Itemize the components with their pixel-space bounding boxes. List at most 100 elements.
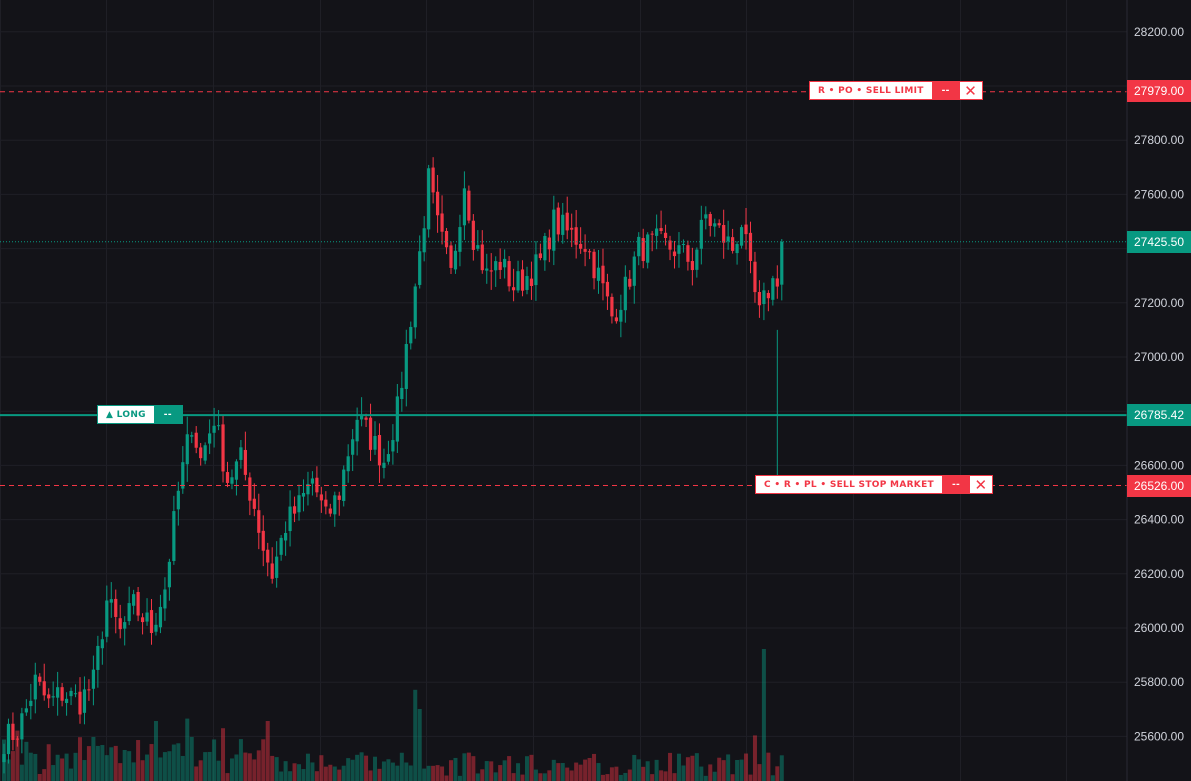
volume-bar bbox=[350, 759, 355, 781]
candle-body bbox=[503, 258, 507, 268]
candle-body bbox=[324, 499, 328, 507]
volume-bar bbox=[435, 765, 440, 781]
volume-bar bbox=[319, 755, 324, 781]
volume-bar bbox=[140, 760, 145, 781]
candle-body bbox=[391, 440, 395, 452]
volume-bar bbox=[100, 745, 105, 781]
volume-bar bbox=[453, 757, 458, 781]
volume-bar bbox=[328, 764, 333, 781]
candle-body bbox=[726, 236, 730, 242]
volume-bar bbox=[480, 769, 485, 781]
candle-body bbox=[105, 600, 109, 637]
sell-stop-order-label[interactable]: C • R • PL • SELL STOP MARKET -- ✕ bbox=[755, 475, 993, 494]
volume-bar bbox=[770, 775, 775, 781]
sell-stop-order-qty[interactable]: -- bbox=[941, 476, 970, 493]
volume-bar bbox=[238, 739, 243, 781]
volume-bar bbox=[109, 747, 114, 781]
volume-bar bbox=[247, 753, 252, 781]
price-axis-tick-label: 28200.00 bbox=[1134, 25, 1184, 39]
candle-body bbox=[498, 261, 502, 270]
volume-bar bbox=[614, 766, 619, 781]
volume-bar bbox=[82, 760, 87, 781]
candle-body bbox=[494, 261, 498, 271]
volume-bar bbox=[203, 752, 208, 781]
price-axis[interactable]: 28200.0028000.0027800.0027600.0027400.00… bbox=[1134, 25, 1184, 744]
volume-bar bbox=[283, 761, 288, 781]
volume-bar bbox=[663, 771, 668, 781]
candle-body bbox=[534, 254, 538, 286]
volume-bar bbox=[422, 768, 427, 781]
candle-body bbox=[29, 700, 33, 707]
volume-bar bbox=[618, 774, 623, 781]
volume-bar bbox=[538, 773, 543, 781]
candle-body bbox=[328, 508, 332, 514]
volume-bar bbox=[91, 736, 96, 781]
volume-bar bbox=[6, 759, 11, 781]
candle-body bbox=[766, 292, 770, 299]
volume-bar bbox=[641, 766, 646, 781]
candle-body bbox=[444, 231, 449, 248]
volume-bar bbox=[413, 689, 418, 781]
volume-bar bbox=[122, 749, 127, 781]
volume-bar bbox=[676, 753, 681, 781]
volume-bar bbox=[212, 739, 217, 781]
candle-body bbox=[476, 245, 480, 249]
volume-bar bbox=[426, 765, 431, 781]
candle-body bbox=[234, 461, 239, 480]
candle-body bbox=[172, 511, 176, 561]
close-icon[interactable]: ✕ bbox=[959, 82, 982, 100]
candle-body bbox=[208, 433, 212, 444]
volume-bar bbox=[46, 744, 51, 781]
volume-bar bbox=[408, 765, 413, 781]
sell-limit-order-label[interactable]: R • PO • SELL LIMIT -- ✕ bbox=[809, 81, 983, 100]
volume-bar bbox=[252, 759, 257, 781]
volume-bar bbox=[493, 772, 498, 781]
volume-bar bbox=[225, 773, 230, 781]
candle-body bbox=[154, 624, 158, 632]
volume-bar bbox=[565, 767, 570, 781]
candle-body bbox=[695, 249, 699, 270]
sell-limit-order-qty[interactable]: -- bbox=[931, 82, 960, 99]
candle-body bbox=[413, 286, 417, 328]
sell-stop-order-text: C • R • PL • SELL STOP MARKET bbox=[756, 476, 942, 493]
volume-bar bbox=[149, 744, 154, 781]
candle-body bbox=[574, 227, 578, 245]
candle-body bbox=[292, 506, 297, 514]
volume-bar bbox=[162, 752, 167, 781]
volume-bar bbox=[113, 745, 118, 781]
candle-body bbox=[87, 689, 91, 691]
volume-bar bbox=[659, 770, 664, 781]
candle-body bbox=[163, 589, 167, 609]
long-position-label[interactable]: ▲ LONG -- bbox=[97, 405, 183, 424]
volume-bar bbox=[234, 754, 239, 781]
volume-bar bbox=[466, 752, 471, 781]
candle-body bbox=[628, 278, 632, 287]
price-axis-tick-label: 25600.00 bbox=[1134, 729, 1184, 743]
volume-bar bbox=[301, 769, 306, 781]
volume-bar bbox=[511, 773, 516, 781]
volume-bar bbox=[717, 757, 722, 781]
volume-bar bbox=[752, 735, 757, 781]
candle-body bbox=[82, 689, 87, 713]
candle-body bbox=[610, 296, 614, 317]
candle-body bbox=[279, 537, 283, 555]
volume-bar bbox=[632, 754, 637, 781]
price-axis-tick-label: 27800.00 bbox=[1134, 133, 1184, 147]
candle-body bbox=[333, 495, 337, 515]
volume-bar bbox=[650, 774, 655, 781]
candle-body bbox=[351, 439, 355, 455]
volume-bar bbox=[533, 769, 538, 781]
long-position-qty[interactable]: -- bbox=[153, 406, 182, 423]
candle-body bbox=[637, 236, 641, 257]
volume-bar bbox=[779, 755, 784, 781]
candle-body bbox=[458, 227, 462, 252]
candle-body bbox=[552, 209, 556, 251]
chart-grid bbox=[0, 0, 1127, 781]
volume-bar bbox=[64, 753, 69, 781]
close-icon[interactable]: ✕ bbox=[969, 476, 992, 494]
volume-bar bbox=[551, 759, 556, 781]
candle-body bbox=[713, 223, 717, 227]
candle-body bbox=[51, 696, 55, 698]
candle-body bbox=[56, 687, 60, 698]
